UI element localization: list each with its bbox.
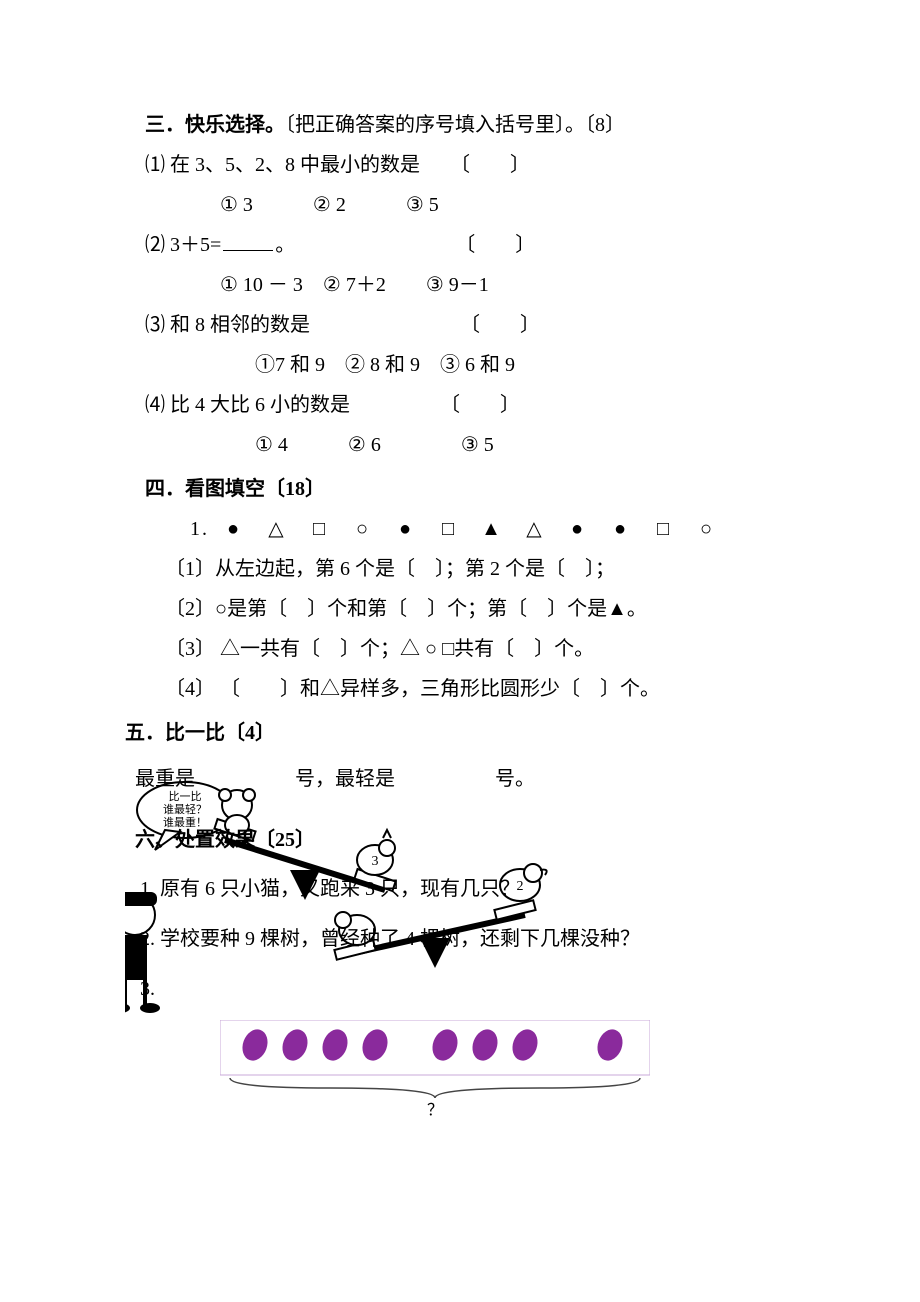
section-5-heading-text: 五．比一比〔4〕	[125, 722, 275, 744]
shape-10: ●	[603, 510, 639, 548]
blank-underline	[223, 231, 273, 251]
s6-q1: 1. 原有 6 只小猫，又跑来 3 只，现有几只？	[140, 870, 520, 908]
shape-6: □	[431, 510, 467, 548]
section-4-heading-text: 四．看图填空〔18〕	[145, 478, 325, 500]
shape-7: ▲	[474, 510, 510, 548]
s4-sub1: 〔1〕从左边起，第 6 个是〔 〕；第 2 个是〔 〕；	[165, 550, 775, 588]
section-6-heading-text: 六、处置效果〔25〕	[135, 829, 315, 851]
shape-3: □	[302, 510, 338, 548]
fruit-illustration: ？	[220, 1020, 650, 1120]
shape-1: ●	[216, 510, 252, 548]
s3-q4-opts: ① 4 ② 6 ③ 5	[255, 426, 775, 464]
s3-q4-stem: ⑷ 比 4 大比 6 小的数是 〔 〕	[145, 386, 775, 424]
section-5-heading: 五．比一比〔4〕	[125, 714, 775, 752]
s3-q3-stem: ⑶ 和 8 相邻的数是 〔 〕	[145, 306, 775, 344]
illustration-area: 最重是 号，最轻是 号。 六、处置效果〔25〕 1. 原有 6 只小猫，又跑来 …	[145, 760, 775, 1140]
shape-5: ●	[388, 510, 424, 548]
s3-q2-stem-a: ⑵ 3＋5=	[145, 234, 221, 256]
s3-q3-opts: ①7 和 9 ② 8 和 9 ③ 6 和 9	[255, 346, 775, 384]
shapes-prefix: 1.	[190, 518, 209, 540]
section-4-heading: 四．看图填空〔18〕	[145, 470, 775, 508]
s3-q2-stem-b: 。 〔 〕	[275, 234, 535, 256]
section-6-heading: 六、处置效果〔25〕	[135, 821, 315, 859]
s3-q2-stem: ⑵ 3＋5= 。 〔 〕	[145, 226, 775, 264]
shape-2: △	[259, 510, 295, 548]
s3-q1-opts: ① 3 ② 2 ③ 5	[220, 186, 775, 224]
section-3-heading-rest: 〔把正确答案的序号填入括号里〕。〔8〕	[285, 114, 625, 136]
section-3-heading-bold: 三．快乐选择。	[145, 114, 285, 136]
s4-sub4: 〔4〕 〔 〕和△异样多，三角形比圆形少〔 〕个。	[165, 670, 775, 708]
s5-line: 最重是 号，最轻是 号。	[135, 760, 535, 798]
shape-8: △	[517, 510, 553, 548]
shape-4: ○	[345, 510, 381, 548]
s6-q3: 3.	[140, 970, 155, 1008]
shape-12: ○	[689, 510, 725, 548]
question-mark: ？	[427, 1102, 443, 1119]
section-3-heading: 三．快乐选择。〔把正确答案的序号填入括号里〕。〔8〕	[145, 106, 775, 144]
s4-sub2: 〔2〕○是第〔 〕个和第〔 〕个；第〔 〕个是▲。	[165, 590, 775, 628]
s4-sub3: 〔3〕 △一共有〔 〕个；△ ○ □共有〔 〕个。	[165, 630, 775, 668]
label-3: 3	[372, 854, 379, 869]
shape-11: □	[646, 510, 682, 548]
s3-q2-opts: ① 10 － 3 ② 7＋2 ③ 9－1	[220, 266, 775, 304]
bubble-text-2: 谁最轻？	[163, 802, 207, 816]
shape-9: ●	[560, 510, 596, 548]
shapes-row: 1. ● △ □ ○ ● □ ▲ △ ● ● □ ○	[190, 510, 775, 548]
s3-q1-stem: ⑴ 在 3、5、2、8 中最小的数是 〔 〕	[145, 146, 775, 184]
s6-q2: 2. 学校要种 9 棵树，曾经种了 4 棵树，还剩下几棵没种？	[140, 920, 640, 958]
